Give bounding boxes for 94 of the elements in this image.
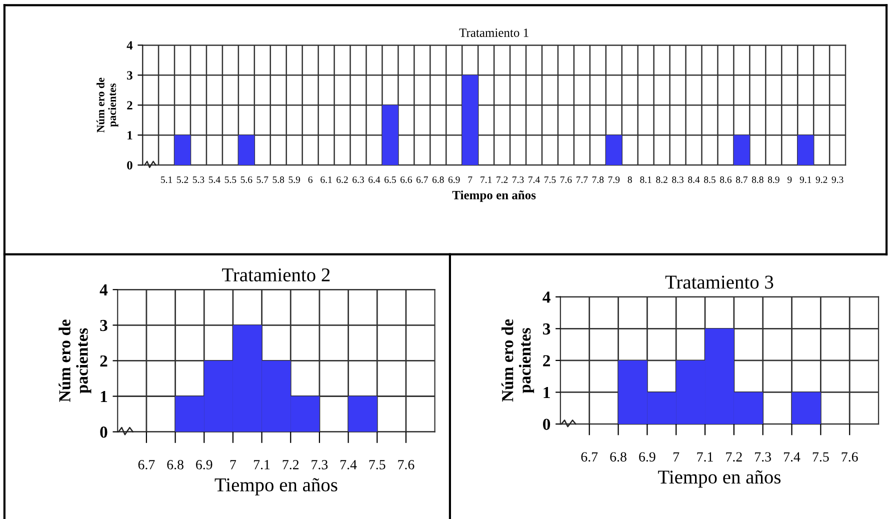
x-tick-label: 7.3 — [312, 460, 328, 470]
x-tick-label: 6.5 — [384, 176, 396, 184]
x-axis-title: Tiempo en años — [658, 470, 781, 488]
x-tick-label: 8.5 — [704, 176, 716, 184]
x-tick-label: 6.2 — [336, 176, 348, 184]
y-tick-label: 0 — [100, 426, 108, 438]
y-axis-title: Núm ero de pacientes — [501, 319, 534, 402]
x-tick-label: 6 — [308, 176, 312, 183]
x-tick-label: 7.1 — [254, 460, 270, 470]
x-tick-label: 8.8 — [752, 176, 764, 184]
x-tick-label: 7.6 — [560, 176, 572, 184]
x-axis-title: Tiempo en años — [452, 190, 536, 202]
x-tick-label: 5.7 — [256, 176, 268, 184]
y-tick-label: 3 — [543, 323, 550, 335]
y-tick-label: 2 — [127, 101, 132, 110]
x-tick-label: 7.5 — [544, 176, 556, 184]
x-tick-label: 5.4 — [208, 176, 220, 184]
y-tick-label: 4 — [542, 292, 550, 303]
y-axis-title: Núm ero de pacientes — [96, 78, 118, 133]
bar — [798, 135, 814, 166]
x-tick-label: 8.4 — [688, 176, 700, 184]
bar — [734, 135, 750, 166]
x-tick-label: 6.3 — [352, 176, 364, 184]
x-tick-label: 8 — [628, 176, 632, 183]
x-tick-label: 6.8 — [432, 176, 444, 184]
x-tick-label: 7.4 — [340, 460, 357, 470]
x-tick-label: 6.8 — [610, 452, 626, 462]
x-tick-label: 6.7 — [416, 176, 428, 184]
x-tick-label: 8.6 — [720, 176, 732, 184]
x-tick-label: 5.3 — [192, 176, 204, 184]
chart-title: Tratamiento 3 — [665, 276, 774, 289]
x-axis-title: Tiempo en años — [214, 478, 338, 496]
x-tick-label: 5.1 — [161, 176, 172, 184]
bar — [174, 135, 190, 166]
x-tick-label: 9 — [788, 176, 792, 183]
x-tick-label: 7.2 — [726, 452, 742, 462]
x-tick-label: 6.4 — [368, 176, 380, 184]
y-tick-label: 1 — [544, 387, 550, 398]
x-tick-label: 6.6 — [400, 176, 412, 184]
x-tick-label: 5.6 — [240, 176, 252, 184]
x-tick-label: 8.1 — [640, 176, 652, 184]
x-tick-label: 6.8 — [167, 460, 184, 470]
x-tick-label: 6.7 — [138, 460, 155, 470]
x-tick-label: 8.2 — [656, 176, 668, 184]
x-tick-label: 9.1 — [800, 176, 812, 184]
bar — [238, 135, 254, 166]
x-tick-label: 6.1 — [320, 176, 332, 184]
y-tick-label: 1 — [128, 131, 132, 140]
x-tick-label: 9.3 — [832, 176, 844, 184]
bar — [382, 105, 398, 166]
x-tick-label: 7.8 — [592, 176, 604, 184]
chart-title: Tratamiento 1 — [459, 28, 528, 37]
y-axis-title: Núm ero de pacientes — [58, 320, 92, 402]
bar — [462, 75, 478, 166]
x-tick-label: 7.5 — [812, 452, 829, 462]
x-tick-label: 8.7 — [736, 176, 748, 184]
x-tick-label: 9.2 — [816, 176, 828, 184]
x-tick-label: 7 — [468, 176, 472, 183]
x-tick-label: 7 — [230, 460, 236, 470]
x-tick-label: 7.1 — [697, 452, 713, 462]
x-tick-label: 6.9 — [448, 176, 460, 184]
x-tick-label: 8.3 — [672, 176, 684, 184]
x-tick-label: 6.9 — [196, 460, 212, 470]
x-tick-label: 7.4 — [784, 452, 800, 462]
x-tick-label: 5.5 — [224, 176, 236, 184]
x-tick-label: 7.1 — [480, 176, 492, 184]
y-tick-label: 4 — [100, 284, 108, 296]
x-tick-label: 6.7 — [581, 452, 598, 462]
x-tick-label: 7.2 — [496, 176, 508, 184]
y-tick-label: 3 — [100, 320, 108, 332]
y-tick-label: 1 — [100, 391, 108, 402]
x-tick-label: 7.3 — [755, 452, 771, 462]
y-tick-label: 2 — [543, 355, 550, 366]
y-tick-label: 0 — [127, 161, 132, 170]
y-tick-label: 0 — [543, 418, 550, 430]
y-tick-label: 3 — [127, 71, 132, 80]
x-tick-label: 7.3 — [512, 176, 524, 184]
chart-title: Tratamiento 2 — [222, 268, 330, 282]
x-tick-label: 5.2 — [176, 176, 188, 184]
x-tick-label: 7.9 — [608, 176, 620, 184]
x-tick-label: 5.8 — [272, 176, 284, 184]
x-tick-label: 6.9 — [639, 452, 656, 462]
x-tick-label: 5.9 — [288, 176, 300, 184]
x-tick-label: 7.6 — [842, 452, 858, 462]
y-tick-label: 2 — [100, 355, 108, 366]
x-tick-label: 7.7 — [576, 176, 588, 184]
x-tick-label: 8.9 — [768, 176, 780, 184]
x-tick-label: 7.5 — [369, 460, 386, 470]
x-tick-label: 7.4 — [528, 176, 540, 184]
bar — [606, 135, 622, 166]
x-tick-label: 7.6 — [398, 460, 414, 470]
y-tick-label: 4 — [126, 41, 133, 50]
x-tick-label: 7 — [674, 452, 680, 462]
x-tick-label: 7.2 — [282, 460, 299, 470]
